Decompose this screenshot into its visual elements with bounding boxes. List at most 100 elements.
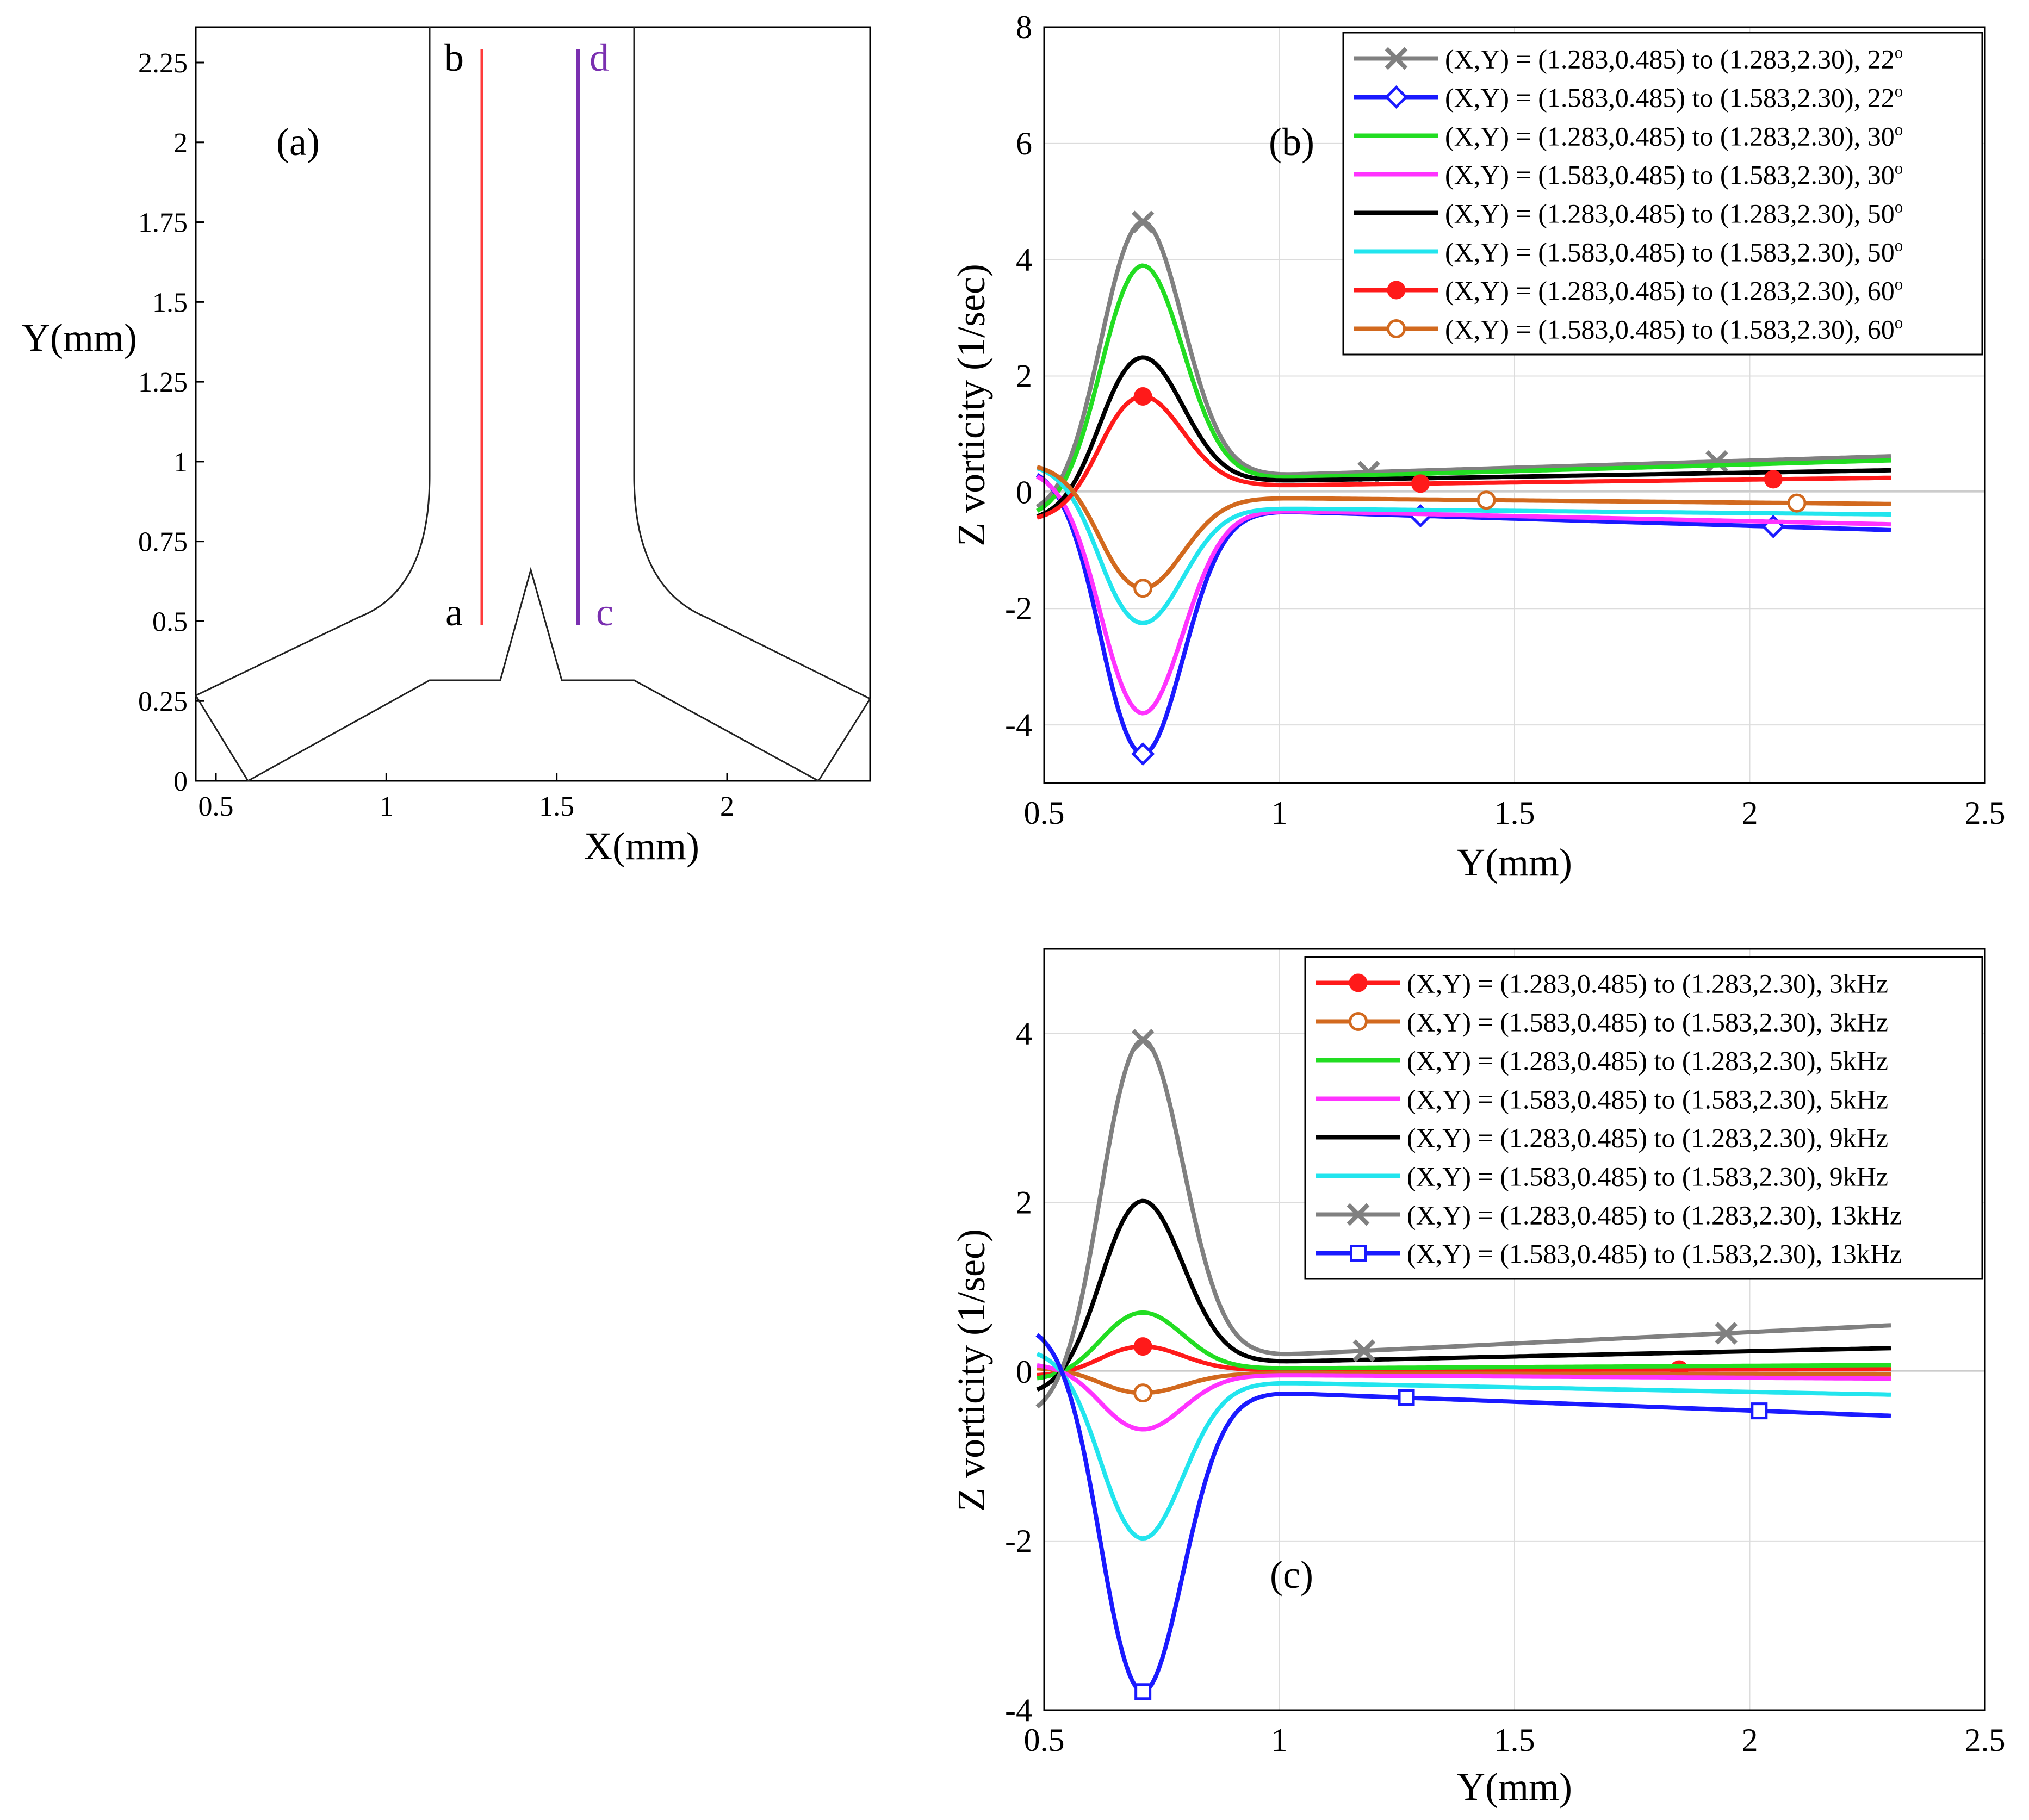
xtick-label: 1.5	[1494, 1722, 1535, 1758]
marker-circle-open	[1476, 490, 1496, 510]
panel-b-ylabel: Z vorticity (1/sec)	[950, 264, 993, 546]
line-label-b: b	[444, 36, 464, 79]
panel-b-legend: (X,Y) = (1.283,0.485) to (1.283,2.30), 2…	[1342, 32, 1983, 356]
ytick-label: 0	[1016, 1354, 1032, 1390]
ytick-label: -4	[1005, 1692, 1032, 1728]
panel-a-axes-box	[195, 26, 871, 782]
panel-a-ytick-label: 0.5	[152, 606, 188, 637]
legend-label: (X,Y) = (1.283,0.485) to (1.283,2.30), 2…	[1445, 43, 1903, 74]
line-label-c: c	[596, 591, 613, 634]
legend-label: (X,Y) = (1.283,0.485) to (1.283,2.30), 3…	[1407, 968, 1888, 999]
panel-a-xtick-label: 1.5	[539, 791, 574, 822]
legend-box	[1342, 32, 1983, 356]
xtick-label: 2.5	[1965, 795, 2006, 831]
marker-diamond	[1384, 85, 1408, 109]
line-label-a: a	[445, 591, 463, 634]
panel-b-xlabel: Y(mm)	[1457, 841, 1572, 884]
panel-a-xtick-label: 2	[720, 791, 734, 822]
marker-x	[1347, 1203, 1370, 1226]
series-line-3	[1036, 474, 1891, 716]
panel-a-ytick-label: 2	[173, 128, 188, 159]
series-line-7	[1035, 1333, 1891, 1694]
marker-circle	[1411, 474, 1430, 493]
ytick-label: -2	[1005, 1523, 1032, 1559]
panel-a-xlabel: X(mm)	[584, 824, 699, 868]
legend-label: (X,Y) = (1.583,0.485) to (1.583,2.30), 6…	[1445, 313, 1903, 345]
marker-circle-open	[1387, 319, 1406, 338]
marker-square	[1134, 1683, 1152, 1700]
xtick-label: 2	[1742, 1722, 1758, 1758]
ytick-label: -2	[1005, 591, 1032, 626]
panel-b-chart: 0.5 1 1.5 2 2.5 -4 -2 0 2 4 6 8 Y(mm) Z vorticity (…	[950, 9, 2006, 884]
panel-b-label: (b)	[1269, 120, 1314, 164]
marker-circle-open	[1133, 579, 1153, 598]
panel-a-ytick-label: 1.75	[138, 208, 188, 239]
channel-outline	[195, 27, 871, 782]
series-line-0	[1035, 220, 1891, 509]
panel-a-ytick-label: 0.25	[138, 686, 188, 717]
marker-square	[1350, 1245, 1367, 1262]
marker-x	[1131, 1029, 1155, 1052]
marker-circle-open	[1133, 1383, 1153, 1403]
marker-diamond	[1131, 742, 1155, 766]
panel-a-ytick-label: 2.25	[138, 48, 188, 79]
marker-circle	[1764, 470, 1783, 489]
series-line-4	[1036, 355, 1891, 519]
panel-c-chart: 0.5 1 1.5 2 2.5 -4 -2 0 2 4 Y(mm) Z vorticity (1/…	[950, 948, 2006, 1809]
panel-c-axes-box	[1043, 948, 1986, 1711]
series-line-2	[1037, 1310, 1891, 1381]
legend-label: (X,Y) = (1.583,0.485) to (1.583,2.30), 5…	[1445, 236, 1903, 268]
legend-label: (X,Y) = (1.583,0.485) to (1.583,2.30), 3…	[1407, 1007, 1888, 1038]
xtick-label: 2.5	[1965, 1722, 2006, 1758]
ytick-label: 0	[1016, 474, 1032, 510]
series-line-1	[1037, 1366, 1891, 1395]
legend-label: (X,Y) = (1.583,0.485) to (1.583,2.30), 2…	[1445, 82, 1903, 113]
ytick-label: 2	[1016, 358, 1032, 394]
legend-label: (X,Y) = (1.583,0.485) to (1.583,2.30), 5…	[1407, 1084, 1888, 1115]
panel-a-ytick-label: 1	[173, 447, 188, 478]
panel-b-series	[1035, 210, 1891, 766]
series-line-7	[1036, 465, 1891, 591]
series-line-5	[1036, 466, 1891, 625]
panel-c-ticks: 0.5 1 1.5 2 2.5 -4 -2 0 2 4	[1005, 1016, 2005, 1758]
series-line-2	[1036, 263, 1891, 513]
panel-a-x-ticks: 0.5 1 1.5 2	[198, 773, 734, 822]
series-line-3	[1037, 1363, 1891, 1432]
panel-a-xtick-label: 0.5	[198, 791, 234, 822]
ytick-label: -4	[1005, 707, 1032, 743]
marker-circle	[1349, 973, 1368, 992]
line-label-d: d	[590, 36, 609, 79]
xtick-label: 1	[1271, 795, 1288, 831]
marker-x	[1352, 1339, 1376, 1362]
panel-a-xtick-label: 1	[379, 791, 393, 822]
legend-label: (X,Y) = (1.583,0.485) to (1.583,2.30), 9…	[1407, 1161, 1888, 1192]
legend-label: (X,Y) = (1.283,0.485) to (1.283,2.30), 9…	[1407, 1123, 1888, 1153]
series-line-5	[1036, 1352, 1891, 1541]
series-line-6	[1035, 1038, 1891, 1409]
xtick-label: 1	[1271, 1722, 1288, 1758]
panel-a-ytick-label: 0.75	[138, 527, 188, 558]
marker-square	[1751, 1402, 1768, 1420]
panel-a-ytick-label: 1.5	[152, 287, 188, 318]
ytick-label: 4	[1016, 242, 1032, 278]
marker-circle	[1133, 1337, 1152, 1356]
legend-label: (X,Y) = (1.283,0.485) to (1.283,2.30), 6…	[1445, 275, 1903, 306]
ytick-label: 4	[1016, 1016, 1032, 1052]
panel-a-geometry: 0 0.25 0.5 0.75 1 1.25 1.5 1.75 2 2.25 0.5 1 1.5 2 b…	[22, 26, 871, 868]
ytick-label: 8	[1016, 9, 1032, 45]
series-line-4	[1036, 1198, 1891, 1392]
panel-c-ylabel: Z vorticity (1/sec)	[950, 1229, 993, 1512]
marker-x	[1131, 210, 1155, 234]
legend-box	[1304, 956, 1983, 1280]
legend-label: (X,Y) = (1.283,0.485) to (1.283,2.30), 3…	[1445, 120, 1903, 152]
legend-label: (X,Y) = (1.283,0.485) to (1.283,2.30), 1…	[1407, 1200, 1902, 1231]
panel-a-ytick-label: 0	[173, 766, 188, 797]
ytick-label: 2	[1016, 1185, 1032, 1221]
xtick-label: 1.5	[1494, 795, 1535, 831]
legend-label: (X,Y) = (1.283,0.485) to (1.283,2.30), 5…	[1445, 197, 1903, 229]
panel-a-ytick-label: 1.25	[138, 367, 188, 398]
marker-circle-open	[1349, 1012, 1368, 1031]
series-line-6	[1036, 394, 1891, 520]
panel-a-label: (a)	[276, 120, 320, 164]
